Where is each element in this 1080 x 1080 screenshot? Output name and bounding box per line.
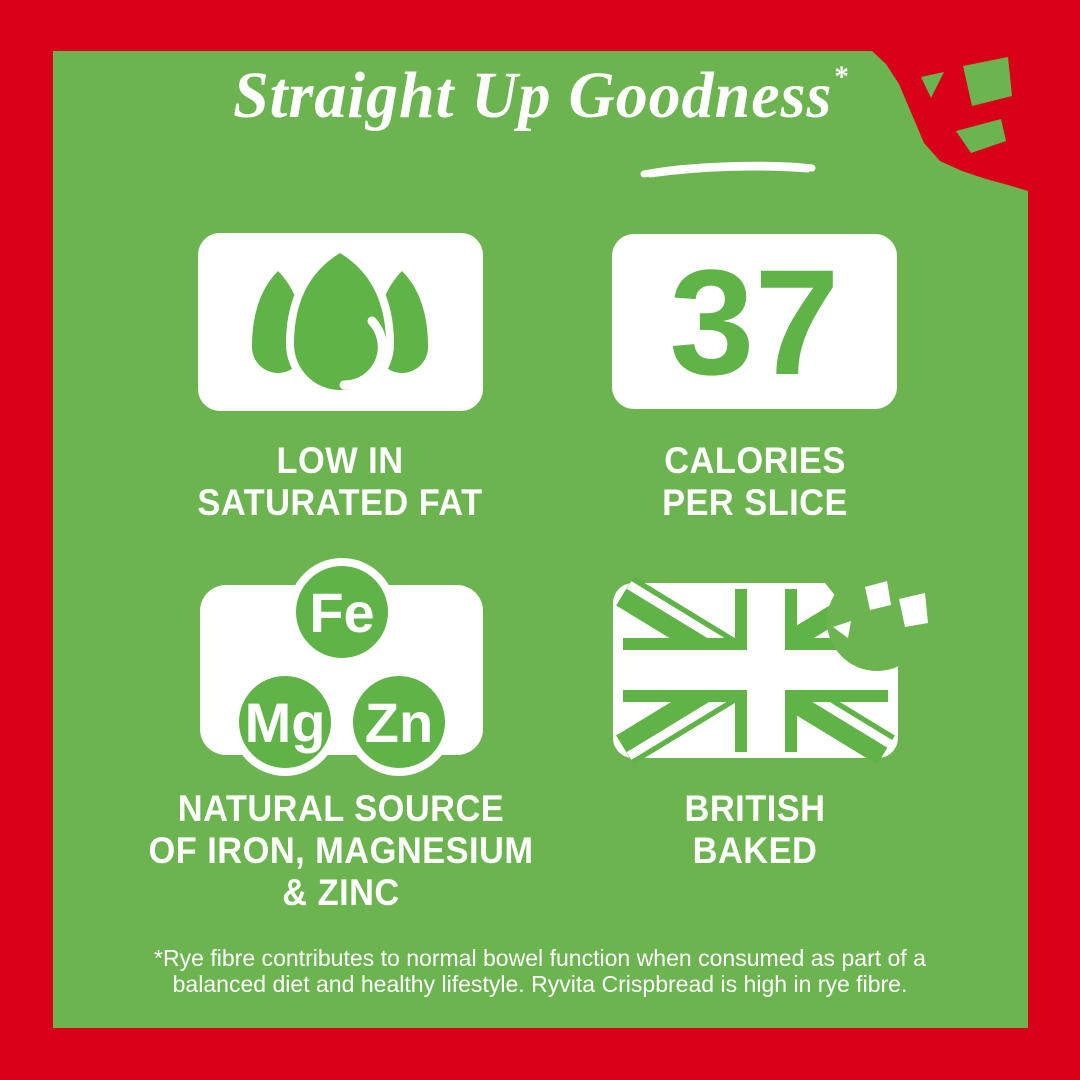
crumb-piece (899, 593, 928, 627)
title-asterisk: * (834, 60, 850, 93)
bite-mark (825, 571, 927, 671)
zn-badge: Zn (345, 668, 453, 776)
tile-minerals: Fe Mg Zn (200, 558, 483, 776)
water-drops-icon (252, 243, 428, 398)
tile-british-baked (613, 571, 928, 765)
union-jack-icon (613, 571, 928, 765)
calories-value: 37 (669, 237, 840, 406)
minerals-icon: Fe Mg Zn (231, 558, 453, 776)
footnote: *Rye fibre contributes to normal bowel f… (154, 945, 926, 997)
tile-label-minerals: NATURAL SOURCE OF IRON, MAGNESIUM & ZINC (148, 788, 534, 913)
svg-text:Zn: Zn (365, 691, 433, 754)
svg-text:Fe: Fe (309, 581, 374, 644)
drop-highlight (339, 316, 387, 390)
tile-calories: 37 (612, 234, 897, 409)
crumb-piece (865, 581, 891, 610)
green-panel (53, 51, 1028, 1028)
tile-low-saturated-fat (198, 233, 483, 411)
tile-label-low-saturated-fat: LOW IN SATURATED FAT (197, 440, 483, 523)
flag-crumbs (833, 581, 928, 638)
title-underline-stroke (640, 161, 816, 178)
page-title-text: Straight Up Goodness (233, 59, 833, 132)
fe-badge: Fe (288, 558, 396, 666)
center-drop (294, 253, 386, 390)
page-title: Straight Up Goodness* (68, 58, 1014, 134)
crumb-piece (833, 621, 851, 638)
svg-text:Mg: Mg (245, 691, 326, 754)
tile-label-calories: CALORIES PER SLICE (662, 440, 848, 523)
tile-label-british-baked: BRITISH BAKED (684, 788, 826, 871)
mg-badge: Mg (231, 668, 339, 776)
